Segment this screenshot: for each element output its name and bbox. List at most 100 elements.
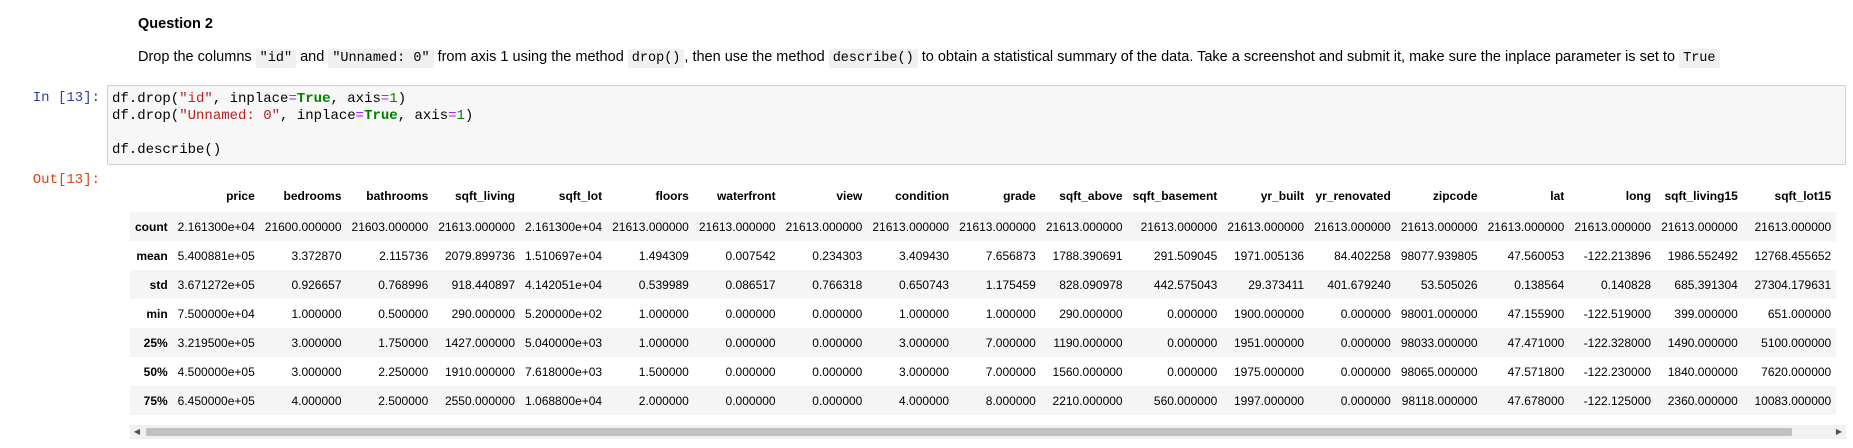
table-cell: 12768.455652 [1754, 248, 1832, 263]
table-cell: 1.000000 [638, 335, 689, 350]
table-cell: 3.000000 [291, 335, 342, 350]
column-header: sqft_living15 [1664, 189, 1738, 203]
row-label: max [130, 415, 173, 420]
table-cell: 2210.000000 [1052, 393, 1123, 408]
table-cell: 47.471000 [1507, 335, 1565, 350]
table-cell: 1.500000 [638, 364, 689, 379]
table-cell: 2.000000 [638, 393, 689, 408]
table-cell: 2079.899736 [444, 248, 516, 263]
table-row: 50% 4.500000e+05 3.000000 2.250000 1910.0000… [130, 357, 1836, 386]
table-cell: 7.656873 [985, 248, 1036, 263]
inline-code-unnamed: "Unnamed: 0" [328, 49, 434, 68]
column-header: sqft_basement [1132, 189, 1218, 203]
table-cell: 1997.000000 [1233, 393, 1305, 408]
table-cell: 3.219500e+05 [177, 335, 255, 350]
table-cell: 399.000000 [1674, 306, 1738, 321]
table-cell: 8.000000 [985, 393, 1036, 408]
table-cell: 4.000000 [291, 393, 342, 408]
table-cell: 29.373411 [1248, 277, 1305, 292]
table-cell: 2015.000000 [1309, 415, 1396, 420]
table-cell: -122.125000 [1583, 393, 1652, 408]
table-cell: 21613.000000 [1574, 219, 1652, 234]
table-cell: 871200.000000 [1743, 415, 1836, 420]
table-cell: 0.500000 [378, 306, 429, 321]
table-cell: 21613.000000 [1487, 219, 1565, 234]
table-cell: 53.505026 [1420, 277, 1478, 292]
table-cell: 0.000000 [812, 393, 863, 408]
table-cell: 685.391304 [1674, 277, 1738, 292]
table-cell: 4820.000000 [1128, 415, 1223, 420]
table-cell: 1.000000 [899, 306, 950, 321]
horizontal-scrollbar[interactable]: ◀ ▶ [130, 425, 1846, 439]
table-cell: 0.000000 [725, 306, 776, 321]
table-cell: 2.161300e+04 [177, 219, 255, 234]
code-editor[interactable]: df.drop("id", inplace=True, axis=1) df.d… [107, 85, 1846, 165]
text-segment: from axis 1 using the method [433, 49, 628, 65]
table-row: count 2.161300e+04 21600.000000 21603.00000… [130, 212, 1837, 241]
text-segment: and [296, 49, 329, 65]
table-cell: 0.926657 [291, 277, 342, 292]
table-cell: 7.700000e+06 [173, 415, 260, 420]
table-cell: 98033.000000 [1400, 335, 1478, 350]
table-cell: 1.175459 [985, 277, 1036, 292]
input-prompt: In [13]: [32, 90, 100, 106]
text-segment: , then use the method [684, 49, 829, 65]
table-cell: 47.678000 [1507, 393, 1565, 408]
scroll-right-icon[interactable]: ▶ [1835, 427, 1843, 436]
table-row: max7.700000e+0633.0000008.00000013540.00… [130, 415, 1836, 420]
table-cell: 0.000000 [725, 393, 776, 408]
code-line-2: df.drop("Unnamed: 0", inplace=True, axis… [112, 108, 474, 124]
column-header: bathrooms [366, 189, 429, 203]
table-row: std 3.671272e+05 0.926657 0.768996 918.44089… [130, 270, 1837, 299]
table-cell: 21613.000000 [1661, 219, 1738, 234]
table-cell: 1190.000000 [1053, 335, 1123, 350]
table-cell: 0.766318 [812, 277, 863, 292]
table-cell: 98001.000000 [1400, 306, 1478, 321]
column-header: floors [655, 189, 689, 203]
table-cell: -122.328000 [1583, 335, 1652, 350]
table-cell: 21600.000000 [264, 219, 342, 234]
table-cell: 290.000000 [1059, 306, 1123, 321]
table-cell: 8.000000 [347, 415, 434, 420]
table-cell: 560.000000 [1153, 393, 1218, 408]
inline-code-drop: drop() [627, 49, 685, 68]
table-cell: 1.651359e+06 [520, 415, 607, 420]
table-cell: 918.440897 [451, 277, 516, 292]
table-cell: 21613.000000 [785, 219, 863, 234]
table-cell: 1.000000 [985, 306, 1036, 321]
table-cell: 2.115736 [379, 248, 429, 263]
scroll-left-icon[interactable]: ◀ [133, 427, 141, 436]
table-cell: 1.000000 [694, 415, 781, 420]
table-cell: 21613.000000 [612, 219, 689, 234]
row-label: 25% [143, 335, 168, 350]
table-cell: 98199.000000 [1396, 415, 1483, 420]
column-header: condition [895, 189, 950, 203]
table-cell: 5.000000 [867, 415, 954, 420]
code-line-1: df.drop("id", inplace=True, axis=1) [112, 91, 407, 107]
table-cell: 3.409430 [899, 248, 950, 263]
table-cell: 21613.000000 [1140, 219, 1218, 234]
table-cell: 21613.000000 [438, 219, 516, 234]
scroll-thumb[interactable] [146, 428, 1792, 436]
column-header: long [1625, 189, 1652, 203]
table-cell: 0.000000 [1340, 393, 1391, 408]
table-cell: 0.768996 [378, 277, 429, 292]
markdown-cell: Question 2 Drop the columns "id" and "Un… [138, 14, 1838, 68]
describe-table: price bedrooms bathrooms sqft_living sqft_lo… [130, 180, 1837, 420]
table-cell: 0.000000 [1167, 364, 1218, 379]
table-cell: 27304.179631 [1754, 277, 1832, 292]
table-cell: 1.494309 [638, 248, 689, 263]
column-header: bedrooms [283, 189, 342, 203]
table-cell: 2360.000000 [1667, 393, 1738, 408]
table-cell: 6.450000e+05 [177, 393, 255, 408]
table-cell: 5.400881e+05 [177, 248, 255, 263]
table-cell: 1900.000000 [1233, 306, 1305, 321]
table-cell: 3.000000 [899, 335, 950, 350]
table-cell: 2.250000 [378, 364, 429, 379]
table-cell: 7620.000000 [1761, 364, 1832, 379]
column-header: view [836, 189, 863, 203]
table-cell: 0.000000 [1167, 306, 1218, 321]
table-cell: 0.086517 [725, 277, 776, 292]
table-cell: 0.000000 [1340, 364, 1391, 379]
table-cell: 1.068800e+04 [525, 393, 603, 408]
